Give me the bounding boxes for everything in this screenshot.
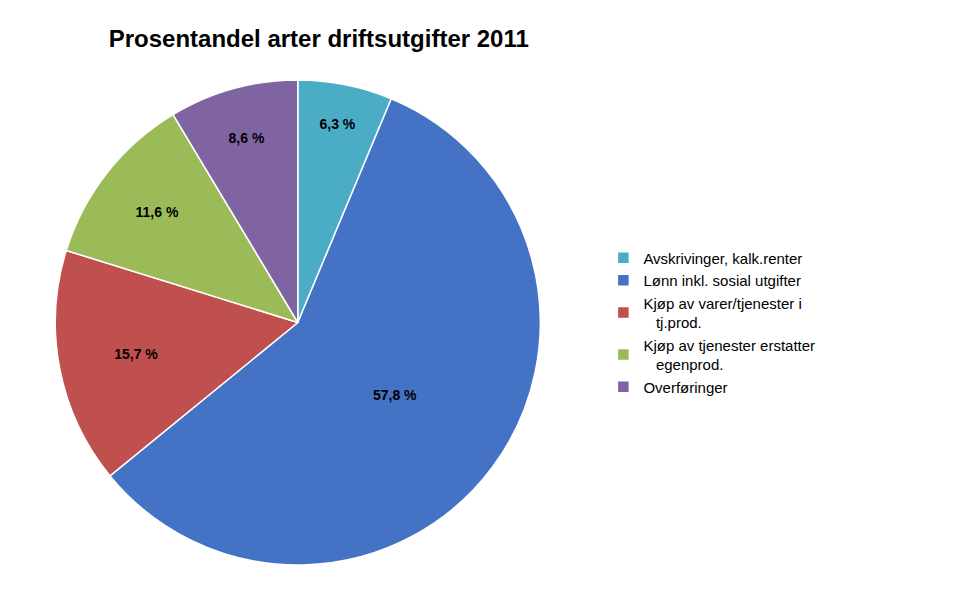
svg-text:Kjøp av tjenester erstatter: Kjøp av tjenester erstatter egenprod. <box>643 337 815 374</box>
svg-text:57,8 %: 57,8 % <box>373 387 417 403</box>
svg-text:Overføringer: Overføringer <box>643 379 727 396</box>
svg-text:15,7 %: 15,7 % <box>114 346 158 362</box>
svg-text:Avskrivinger, kalk.renter: Avskrivinger, kalk.renter <box>643 250 802 267</box>
svg-text:11,6 %: 11,6 % <box>136 204 179 220</box>
svg-text:8,6 %: 8,6 % <box>229 130 265 146</box>
svg-text:Kjøp av varer/tjenester i tj: Kjøp av varer/tjenester i tj.prod. <box>643 295 801 332</box>
svg-text:Prosentandel arter driftsutgif: Prosentandel arter driftsutgifter 2011 <box>109 25 529 52</box>
svg-text:Lønn inkl. sosial utgifter: Lønn inkl. sosial utgifter <box>643 272 801 289</box>
svg-text:6,3 %: 6,3 % <box>319 116 355 132</box>
